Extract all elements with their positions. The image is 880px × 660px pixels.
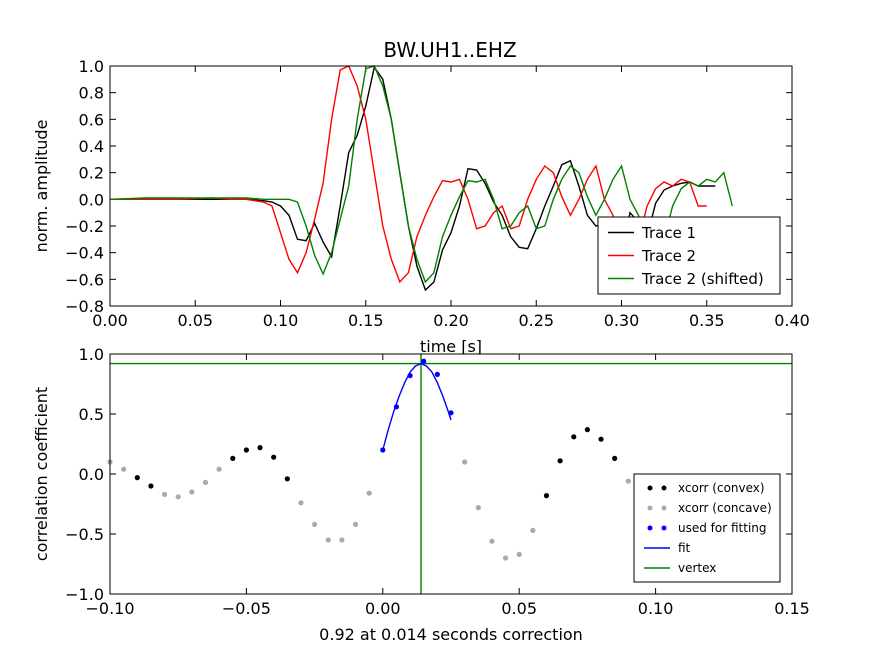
- xcorr-point: [530, 527, 536, 534]
- xcorr-point: [366, 490, 372, 496]
- legend-label: Trace 2 (shifted): [641, 270, 764, 288]
- xcorr-point: [312, 521, 318, 528]
- top-x-tick-label: 0.20: [433, 311, 469, 330]
- xcorr-point: [502, 555, 509, 561]
- top-y-tick-label: −0.2: [65, 217, 104, 236]
- xcorr-point: [189, 489, 195, 495]
- top-y-tick-label: 0.4: [79, 137, 104, 156]
- xcorr-point: [243, 447, 249, 453]
- xcorr-point: [257, 445, 263, 451]
- top-y-tick-label: 0.6: [79, 110, 104, 129]
- xcorr-point: [380, 447, 386, 453]
- legend-marker: [661, 525, 667, 531]
- top-plot-area: 0.00 0.05 0.10 0.15 0.20 0.25 0.30 0.35 0.40 1.0 0…: [65, 57, 810, 330]
- xcorr-point: [557, 458, 563, 464]
- top-x-tick-label: 0.15: [348, 311, 384, 330]
- top-y-tick-label: 0.8: [79, 84, 104, 103]
- bottom-x-tick-label: 0.05: [501, 599, 537, 618]
- xcorr-point: [339, 537, 345, 543]
- top-y-tick-label: −0.8: [65, 297, 104, 316]
- xcorr-point: [571, 434, 577, 440]
- bottom-y-tick-label: 1.0: [79, 345, 104, 364]
- xcorr-point: [421, 358, 427, 364]
- xcorr-point: [598, 436, 604, 442]
- bottom-x-tick-label: −0.10: [85, 599, 134, 618]
- legend-marker: [647, 525, 653, 531]
- top-series-line: [110, 65, 716, 292]
- legend-marker: [647, 485, 653, 491]
- top-plot-frame: [109, 65, 793, 307]
- bottom-x-tick-label: 0.10: [638, 599, 674, 618]
- bottom-x-tick-label: 0.00: [365, 599, 401, 618]
- xcorr-point: [284, 476, 290, 482]
- xcorr-point: [625, 478, 631, 484]
- xcorr-point: [202, 479, 209, 485]
- xcorr-point: [230, 455, 236, 461]
- top-y-axis-label: norm. amplitude: [32, 120, 51, 253]
- bottom-y-axis-label: correlation coefficient: [32, 387, 51, 561]
- xcorr-point: [393, 404, 400, 410]
- bottom-x-tick-label: 0.15: [774, 599, 810, 618]
- xcorr-point: [612, 455, 618, 461]
- legend-label: fit: [678, 541, 691, 555]
- top-x-tick-label: 0.30: [604, 311, 640, 330]
- xcorr-point: [543, 493, 550, 499]
- legend-marker: [661, 505, 667, 511]
- top-x-tick-label: 0.35: [689, 311, 725, 330]
- top-x-tick-label: 0.40: [774, 311, 810, 330]
- xcorr-point: [462, 459, 468, 465]
- bottom-plot-area: −0.10 −0.05 0.00 0.05 0.10 0.15 1.0 0.5 0.0 −0.5 −…: [65, 345, 810, 618]
- top-x-tick-label: 0.10: [263, 311, 299, 330]
- legend-label: used for fitting: [678, 521, 767, 535]
- xcorr-point: [352, 521, 359, 528]
- xcorr-point: [448, 410, 454, 416]
- top-y-tick-label: −0.4: [65, 244, 104, 263]
- bottom-y-tick-label: −1.0: [65, 585, 104, 604]
- bottom-legend: [633, 473, 781, 583]
- legend-marker: [647, 505, 653, 511]
- xcorr-point: [121, 466, 127, 472]
- top-x-tick-label: 0.00: [92, 311, 128, 330]
- xcorr-point: [161, 491, 168, 497]
- top-x-axis-label: time [s]: [420, 337, 482, 356]
- top-x-tick-label: 0.05: [177, 311, 213, 330]
- xcorr-point: [407, 373, 413, 379]
- legend-label: xcorr (convex): [678, 481, 765, 495]
- bottom-x-axis-label: 0.92 at 0.014 seconds correction: [319, 625, 583, 644]
- xcorr-point: [516, 551, 522, 558]
- top-chart-title: BW.UH1..EHZ: [383, 38, 516, 62]
- legend-label: Trace 1: [641, 224, 696, 242]
- legend-label: Trace 2: [641, 247, 696, 265]
- top-y-tick-label: 1.0: [79, 57, 104, 76]
- xcorr-point: [489, 538, 495, 544]
- bottom-plot-frame: [109, 353, 793, 595]
- legend-label: xcorr (concave): [678, 501, 772, 515]
- bottom-y-tick-label: 0.0: [79, 465, 104, 484]
- legend-label: vertex: [678, 561, 716, 575]
- bottom-x-tick-label: −0.05: [222, 599, 271, 618]
- bottom-y-tick-label: −0.5: [65, 525, 104, 544]
- xcorr-point: [216, 466, 222, 472]
- top-y-tick-label: 0.2: [79, 164, 104, 183]
- xcorr-point: [175, 494, 181, 500]
- xcorr-point: [475, 505, 481, 511]
- top-y-tick-label: 0.0: [79, 190, 104, 209]
- xcorr-point: [434, 371, 440, 377]
- top-y-tick-label: −0.6: [65, 270, 104, 289]
- fit-curve: [382, 362, 452, 451]
- xcorr-point: [271, 454, 277, 460]
- top-x-tick-label: 0.25: [518, 311, 554, 330]
- bottom-y-tick-label: 0.5: [79, 405, 104, 424]
- xcorr-point: [298, 500, 304, 506]
- xcorr-point: [134, 475, 140, 481]
- xcorr-point: [584, 427, 591, 433]
- xcorr-point: [325, 537, 331, 543]
- xcorr-point: [148, 483, 154, 489]
- legend-marker: [661, 485, 667, 491]
